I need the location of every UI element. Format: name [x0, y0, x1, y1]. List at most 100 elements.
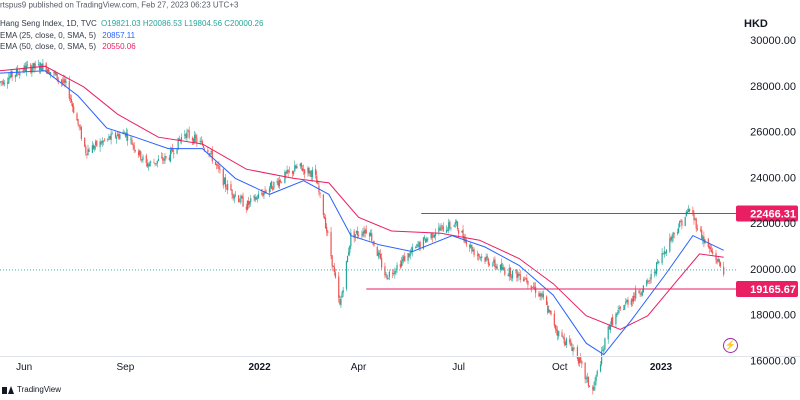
- candle[interactable]: [486, 253, 488, 261]
- candle[interactable]: [86, 153, 88, 159]
- candle[interactable]: [712, 247, 714, 257]
- candle[interactable]: [280, 181, 283, 184]
- candle[interactable]: [564, 340, 566, 346]
- legend-ema50-row[interactable]: EMA (50, close, 0, SMA, 5) 20550.06: [0, 41, 263, 53]
- candle[interactable]: [425, 238, 427, 243]
- candle[interactable]: [499, 264, 502, 273]
- candle[interactable]: [133, 141, 135, 154]
- candle[interactable]: [55, 72, 57, 76]
- candle[interactable]: [511, 270, 514, 282]
- candle[interactable]: [108, 133, 110, 141]
- candle[interactable]: [114, 131, 117, 139]
- candle[interactable]: [550, 310, 552, 316]
- candle[interactable]: [241, 194, 243, 199]
- candle[interactable]: [669, 233, 671, 253]
- candle[interactable]: [522, 276, 525, 282]
- candle[interactable]: [3, 80, 5, 87]
- candle[interactable]: [311, 166, 313, 182]
- candle[interactable]: [192, 137, 195, 146]
- candle[interactable]: [65, 77, 67, 87]
- candle[interactable]: [223, 176, 225, 185]
- candle[interactable]: [154, 162, 156, 167]
- candle[interactable]: [2, 78, 4, 86]
- candle[interactable]: [354, 234, 356, 242]
- candle[interactable]: [300, 162, 302, 171]
- candle[interactable]: [291, 170, 294, 178]
- candle[interactable]: [180, 133, 183, 145]
- candle[interactable]: [9, 72, 11, 80]
- candle[interactable]: [231, 188, 233, 200]
- candle[interactable]: [616, 312, 618, 318]
- candle[interactable]: [156, 160, 158, 168]
- candle[interactable]: [640, 291, 642, 297]
- candle[interactable]: [8, 72, 10, 85]
- candle[interactable]: [19, 68, 21, 79]
- candle[interactable]: [387, 277, 389, 280]
- candle[interactable]: [654, 269, 657, 276]
- candle[interactable]: [92, 143, 95, 151]
- candle[interactable]: [599, 361, 602, 373]
- candle[interactable]: [238, 194, 240, 203]
- candle[interactable]: [500, 258, 503, 271]
- candle[interactable]: [378, 250, 381, 259]
- candle[interactable]: [417, 241, 419, 248]
- candle[interactable]: [561, 329, 563, 338]
- candle[interactable]: [586, 372, 588, 383]
- candle[interactable]: [408, 253, 410, 259]
- candle[interactable]: [56, 73, 58, 83]
- candle[interactable]: [719, 261, 722, 268]
- candle[interactable]: [461, 230, 463, 233]
- candle[interactable]: [716, 258, 718, 265]
- candle[interactable]: [527, 280, 529, 289]
- candle[interactable]: [388, 269, 390, 281]
- candle[interactable]: [594, 377, 596, 391]
- candle[interactable]: [10, 69, 12, 79]
- candle[interactable]: [273, 181, 275, 191]
- candle[interactable]: [361, 230, 363, 239]
- candle[interactable]: [464, 234, 466, 243]
- candle[interactable]: [145, 153, 147, 167]
- candle[interactable]: [701, 226, 703, 240]
- candle[interactable]: [279, 178, 282, 184]
- candle[interactable]: [487, 257, 489, 268]
- candle[interactable]: [455, 219, 458, 227]
- candle[interactable]: [476, 250, 478, 261]
- candle[interactable]: [603, 345, 605, 354]
- candle[interactable]: [185, 133, 187, 140]
- candle[interactable]: [679, 220, 681, 229]
- candle[interactable]: [442, 222, 444, 232]
- candle[interactable]: [78, 124, 80, 131]
- candle[interactable]: [255, 195, 257, 201]
- candle[interactable]: [276, 178, 278, 185]
- candle[interactable]: [632, 292, 635, 304]
- candle[interactable]: [471, 244, 473, 254]
- candle[interactable]: [470, 242, 472, 249]
- candle[interactable]: [294, 160, 296, 172]
- candle[interactable]: [357, 231, 360, 239]
- candle[interactable]: [191, 136, 194, 145]
- candle[interactable]: [386, 274, 388, 280]
- candle[interactable]: [179, 139, 181, 144]
- candle[interactable]: [332, 265, 334, 268]
- candle[interactable]: [16, 65, 19, 77]
- candle[interactable]: [233, 193, 235, 204]
- candle[interactable]: [439, 224, 441, 231]
- candle[interactable]: [249, 200, 251, 208]
- candle[interactable]: [454, 219, 456, 228]
- candle[interactable]: [254, 193, 256, 203]
- candle[interactable]: [610, 317, 613, 327]
- candle[interactable]: [504, 266, 506, 277]
- candle[interactable]: [650, 269, 652, 284]
- candle[interactable]: [689, 208, 691, 213]
- candle[interactable]: [555, 325, 558, 336]
- candle[interactable]: [41, 63, 43, 72]
- candle[interactable]: [87, 144, 89, 156]
- candle[interactable]: [525, 277, 527, 280]
- candle[interactable]: [150, 160, 152, 167]
- candle[interactable]: [615, 312, 617, 328]
- candle[interactable]: [385, 271, 387, 278]
- candle[interactable]: [148, 161, 151, 167]
- candle[interactable]: [333, 262, 335, 276]
- candle[interactable]: [573, 347, 575, 351]
- candle[interactable]: [110, 129, 112, 145]
